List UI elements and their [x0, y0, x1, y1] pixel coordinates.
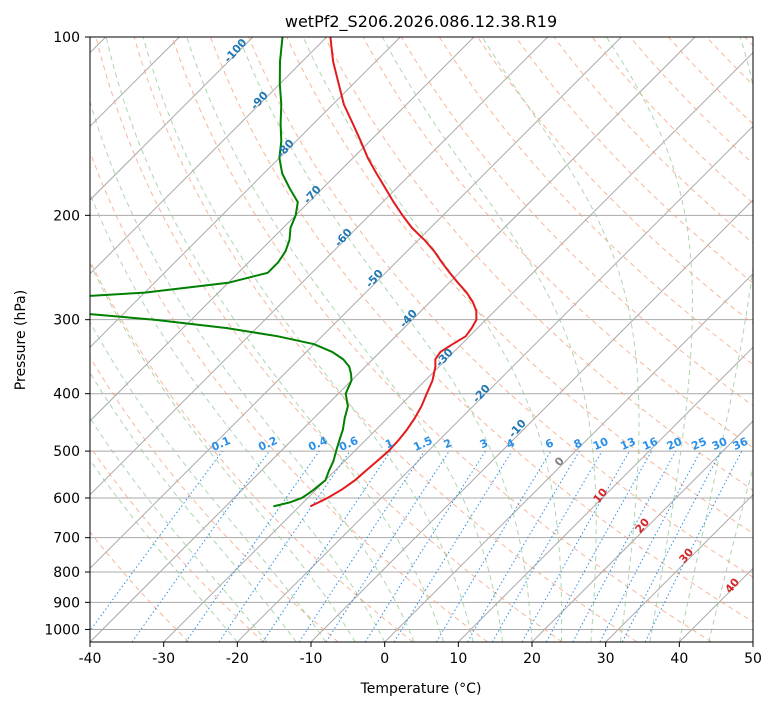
mixing-ratio-line [185, 450, 320, 642]
dry-adiabat-line [324, 37, 753, 491]
x-tick-label: 30 [597, 651, 615, 667]
chart-title: wetPf2_S206.2026.086.12.38.R19 [285, 12, 557, 32]
isotherm-line [90, 37, 549, 496]
y-tick-label: 700 [53, 531, 80, 547]
mixing-ratio-line [521, 450, 630, 642]
y-tick-label: 100 [53, 30, 80, 46]
sounding-profiles [90, 37, 478, 508]
x-tick-label: 40 [670, 651, 688, 667]
dry-adiabat-line [438, 37, 753, 366]
mixing-ratio-label: 16 [641, 435, 661, 453]
dry-adiabat-line [248, 37, 753, 578]
mixing-ratio-line [435, 450, 552, 642]
y-tick-label: 400 [53, 387, 80, 403]
y-tick-label: 300 [53, 313, 80, 329]
x-tick-label: -40 [79, 651, 102, 667]
mixing-ratio-lines [90, 450, 743, 642]
y-tick-label: 1000 [44, 622, 80, 638]
mixing-ratio-line [572, 450, 677, 642]
mixing-ratio-line [218, 450, 351, 642]
x-tick-label: 0 [380, 651, 389, 667]
x-tick-label: -10 [300, 651, 323, 667]
isotherm-lines [90, 37, 753, 642]
isotherm-line [90, 37, 696, 642]
mixing-ratio-label: 30 [710, 435, 730, 453]
y-axis-label: Pressure (hPa) [13, 290, 29, 390]
dry-adiabat-line [95, 37, 563, 642]
y-tick-label: 200 [53, 208, 80, 224]
dewpoint-profile-line [90, 37, 353, 508]
y-tick-label: 900 [53, 595, 80, 611]
isotherm-line [90, 37, 254, 201]
isotherm-line [90, 37, 401, 349]
y-axis-ticks: 1000 900 800 700 600 500 400 300 200 100 [44, 30, 90, 638]
mixing-ratio-line [131, 450, 270, 642]
dry-adiabat-lines [90, 37, 753, 642]
mixing-ratio-label: 10 [591, 435, 611, 453]
x-tick-label: 10 [449, 651, 467, 667]
moist-adiabat-line [90, 371, 297, 642]
isotherm-line [90, 37, 622, 570]
x-axis-ticks: -40 -30 -20 -10 0 10 20 30 40 50 [79, 642, 762, 667]
dry-adiabat-line [90, 531, 190, 642]
moist-adiabat-line [90, 417, 268, 642]
isotherm-line [605, 493, 753, 642]
x-tick-label: 50 [744, 651, 762, 667]
mixing-ratio-label: 25 [689, 435, 708, 453]
x-axis-label: Temperature (°C) [360, 681, 482, 697]
x-tick-label: -20 [226, 651, 249, 667]
moist-adiabat-line [105, 37, 445, 642]
isotherm-line [531, 420, 753, 642]
temperature-profile-line [309, 37, 478, 508]
x-tick-label: -30 [152, 651, 175, 667]
moist-adiabat-line [90, 459, 238, 642]
mixing-ratio-line [90, 450, 223, 632]
dry-adiabat-line [210, 37, 753, 623]
moist-adiabat-line [90, 192, 386, 642]
mixing-ratio-label: 36 [731, 435, 751, 453]
dry-adiabat-line [400, 37, 753, 407]
mixing-ratio-line [325, 450, 450, 642]
moist-adiabat-line [186, 37, 503, 642]
mixing-ratio-label: 20 [665, 435, 685, 453]
mixing-ratio-line [491, 450, 603, 642]
isotherm-line [236, 125, 753, 642]
isobar-lines [90, 37, 753, 630]
isotherm-line [90, 37, 475, 422]
y-tick-label: 800 [53, 565, 80, 581]
dry-adiabat-line [362, 37, 753, 449]
isotherm-line [457, 346, 753, 642]
moist-adiabat-line [142, 37, 474, 642]
mixing-ratio-line [545, 450, 653, 642]
moist-adiabat-line [302, 37, 563, 642]
mixing-ratio-label: 13 [618, 435, 637, 453]
moist-adiabat-line [90, 262, 356, 642]
mixing-ratio-line [467, 450, 580, 642]
isotherm-line [90, 37, 328, 275]
moist-adiabat-line [238, 37, 533, 642]
y-tick-label: 600 [53, 491, 80, 507]
moist-adiabat-line [606, 37, 693, 642]
plot-frame [89, 36, 754, 643]
moist-adiabat-line [481, 37, 640, 642]
dry-adiabat-line [90, 356, 339, 642]
isotherm-line [163, 51, 753, 642]
moist-adiabat-line [381, 37, 597, 642]
dry-adiabat-line [90, 259, 414, 642]
mixing-ratio-line [393, 450, 513, 642]
moist-adiabat-lines [90, 37, 753, 642]
isotherm-line [384, 272, 753, 642]
x-tick-label: 20 [523, 651, 541, 667]
plot-area [90, 37, 753, 642]
y-tick-label: 500 [53, 444, 80, 460]
mixing-ratio-line [364, 450, 486, 642]
dry-adiabat-line [286, 37, 753, 534]
